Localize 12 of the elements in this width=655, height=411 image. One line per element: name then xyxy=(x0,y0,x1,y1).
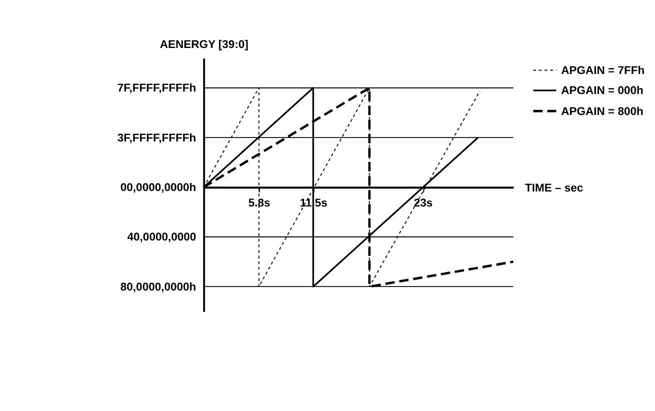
x-tick-label: 23s xyxy=(414,197,433,210)
ref-line-label: 3F,FFFF,FFFFh xyxy=(117,132,196,144)
legend-label: APGAIN = 800h xyxy=(561,106,644,118)
ref-line-label: 00,0000,0000h xyxy=(120,182,196,194)
x-tick-label: 5.8s xyxy=(248,197,270,210)
ref-line-label: 7F,FFFF,FFFFh xyxy=(117,82,196,95)
ref-line-label: 80,0000,0000h xyxy=(120,281,196,294)
x-axis-title: TIME – sec xyxy=(525,182,584,194)
y-axis-title: AENERGY [39:0] xyxy=(160,39,249,52)
legend-label: APGAIN = 7FFh xyxy=(561,65,645,78)
legend-label: APGAIN = 000h xyxy=(561,85,644,98)
ref-line-label: 40,0000,0000 xyxy=(127,232,196,244)
